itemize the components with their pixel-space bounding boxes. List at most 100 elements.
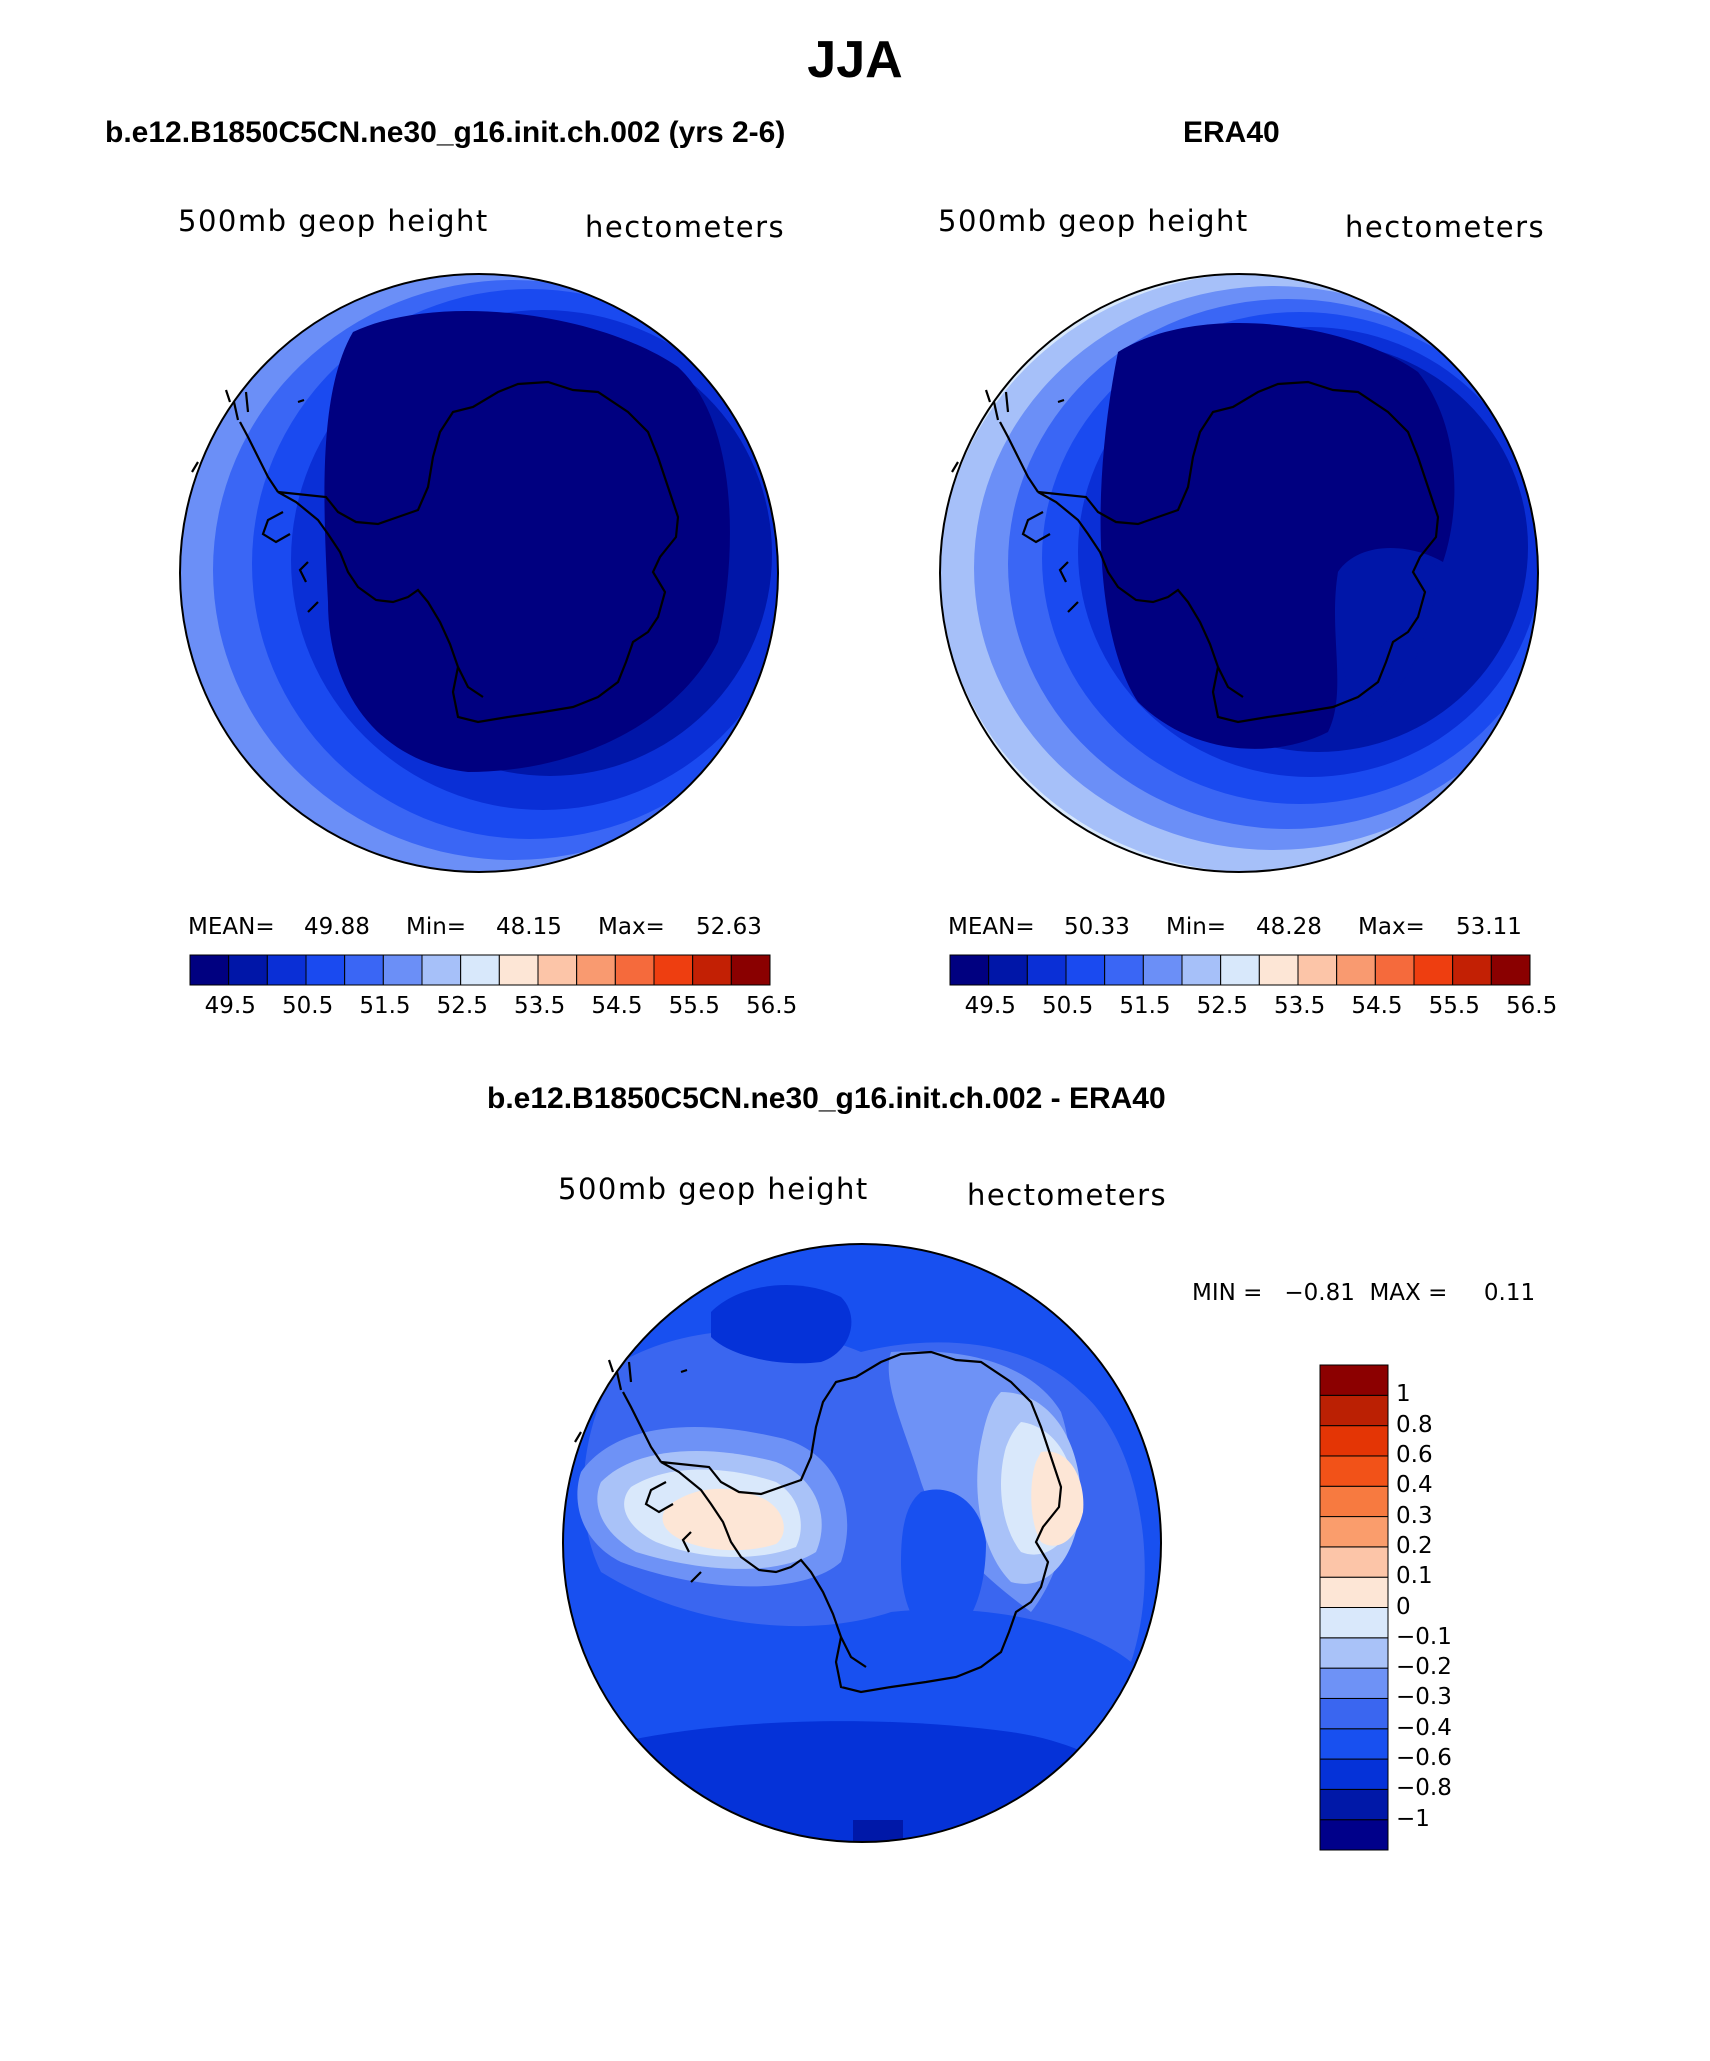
model-colorbar-tick-label: 52.5: [436, 993, 488, 1019]
diff-colorbar-swatch: [1319, 1394, 1389, 1427]
model-colorbar-tick-label: 49.5: [204, 993, 256, 1019]
obs-max-label: Max=: [1358, 914, 1425, 940]
obs-colorbar-ticks: 49.5 50.5 51.5 52.5 53.5 54.5 55.5 56.5: [950, 993, 1558, 1023]
obs-colorbar-swatch: [988, 954, 1028, 986]
obs-min-value: 48.28: [1256, 914, 1322, 940]
model-colorbar-tick-label: 53.5: [514, 993, 566, 1019]
diff-variable-label: 500mb geop height: [558, 1172, 869, 1206]
obs-mean-value: 50.33: [1064, 914, 1130, 940]
obs-colorbar-tick-label: 52.5: [1196, 993, 1248, 1019]
diff-colorbar-swatch: [1319, 1607, 1389, 1639]
diff-colorbar-tick-label: 0.4: [1396, 1472, 1433, 1499]
diff-units-label: hectometers: [967, 1178, 1168, 1212]
model-colorbar-swatch: [421, 954, 462, 986]
model-units-label: hectometers: [585, 210, 786, 244]
model-min-label: Min=: [406, 914, 467, 940]
model-colorbar-swatch: [730, 954, 771, 986]
diff-colorbar-tick-label: −0.2: [1396, 1654, 1452, 1681]
obs-mean-label: MEAN=: [948, 914, 1035, 940]
obs-colorbar-swatch: [1490, 954, 1531, 986]
obs-colorbar-swatch: [1258, 954, 1299, 986]
diff-colorbar-tick-label: −0.1: [1396, 1623, 1452, 1650]
model-colorbar-tick-label: 50.5: [282, 993, 334, 1019]
obs-colorbar-swatch: [1336, 954, 1376, 986]
model-mean-value: 49.88: [304, 914, 370, 940]
model-colorbar-swatch: [305, 954, 346, 986]
obs-min-label: Min=: [1166, 914, 1227, 940]
main-title: JJA: [807, 31, 903, 89]
model-colorbar-swatch: [382, 954, 423, 986]
obs-colorbar-tick-label: 54.5: [1351, 993, 1403, 1019]
model-colorbar-tick-label: 51.5: [359, 993, 411, 1019]
diff-colorbar-tick-label: −1: [1396, 1805, 1430, 1832]
model-stats: MEAN= 49.88 Min= 48.15 Max= 52.63: [188, 914, 778, 942]
obs-colorbar-swatch: [1220, 954, 1260, 986]
model-colorbar-swatch: [614, 954, 655, 986]
diff-colorbar-swatch: [1319, 1485, 1389, 1518]
diff-colorbar-swatch: [1319, 1788, 1389, 1821]
diff-colorbar-swatch: [1319, 1516, 1389, 1548]
obs-max-value: 53.11: [1456, 914, 1522, 940]
diff-colorbar-swatch: [1319, 1728, 1389, 1760]
obs-colorbar-swatch: [1142, 954, 1183, 986]
diff-colorbar-tick-label: −0.6: [1396, 1745, 1452, 1772]
obs-colorbar-swatch: [1452, 954, 1492, 986]
diff-colorbar-ticks: 1 0.8 0.6 0.4 0.3 0.2 0.1 0 −0.1 −0.2 −0.3 −0.4 −0.6…: [1396, 1365, 1516, 1850]
obs-colorbar-tick-label: 51.5: [1119, 993, 1171, 1019]
obs-colorbar-swatch: [1104, 954, 1144, 986]
diff-colorbar-tick-label: 1: [1396, 1381, 1411, 1408]
model-colorbar-swatch: [653, 954, 694, 986]
diff-colorbar-tick-label: 0.1: [1396, 1563, 1433, 1590]
model-colorbar-swatch: [498, 954, 539, 986]
diff-colorbar-swatch: [1319, 1697, 1389, 1730]
model-colorbar-tick-label: 56.5: [746, 993, 798, 1019]
diff-colorbar-tick-label: −0.3: [1396, 1684, 1452, 1711]
diff-colorbar-swatch: [1319, 1425, 1389, 1457]
model-colorbar-tick-label: 55.5: [668, 993, 720, 1019]
model-polar-map: [179, 273, 779, 873]
model-max-label: Max=: [598, 914, 665, 940]
diff-panel-title: b.e12.B1850C5CN.ne30_g16.init.ch.002 - E…: [487, 1082, 1166, 1115]
model-colorbar-tick-label: 54.5: [591, 993, 643, 1019]
obs-colorbar-swatch: [949, 954, 990, 986]
diff-colorbar-swatch: [1319, 1455, 1389, 1487]
model-panel-title: b.e12.B1850C5CN.ne30_g16.init.ch.002 (yr…: [105, 116, 786, 149]
diff-colorbar-tick-label: −0.8: [1396, 1775, 1452, 1802]
diff-colorbar-tick-label: 0.3: [1396, 1502, 1433, 1529]
diff-colorbar-tick-label: 0.8: [1396, 1411, 1433, 1438]
model-colorbar: [189, 954, 771, 986]
model-colorbar-swatch: [189, 954, 230, 986]
diff-colorbar-tick-label: 0.2: [1396, 1532, 1433, 1559]
model-colorbar-swatch: [228, 954, 268, 986]
diff-colorbar-tick-label: 0: [1396, 1593, 1411, 1620]
obs-colorbar-swatch: [1181, 954, 1222, 986]
model-colorbar-swatch: [692, 954, 732, 986]
obs-colorbar-tick-label: 55.5: [1428, 993, 1480, 1019]
obs-colorbar-swatch: [1413, 954, 1454, 986]
obs-colorbar: [949, 954, 1531, 986]
diff-colorbar: [1319, 1364, 1389, 1851]
obs-colorbar-tick-label: 53.5: [1274, 993, 1326, 1019]
model-mean-label: MEAN=: [188, 914, 275, 940]
obs-variable-label: 500mb geop height: [938, 204, 1249, 238]
diff-colorbar-tick-label: −0.4: [1396, 1714, 1452, 1741]
obs-colorbar-swatch: [1374, 954, 1415, 986]
model-colorbar-swatch: [460, 954, 500, 986]
obs-colorbar-tick-label: 50.5: [1042, 993, 1094, 1019]
obs-colorbar-swatch: [1065, 954, 1106, 986]
diff-colorbar-swatch: [1319, 1667, 1389, 1699]
diff-colorbar-swatch: [1319, 1364, 1389, 1396]
model-colorbar-ticks: 49.5 50.5 51.5 52.5 53.5 54.5 55.5 56.5: [190, 993, 798, 1023]
model-colorbar-swatch: [537, 954, 578, 986]
obs-colorbar-swatch: [1297, 954, 1338, 986]
diff-colorbar-swatch: [1319, 1576, 1389, 1608]
model-max-value: 52.63: [696, 914, 762, 940]
diff-colorbar-swatch: [1319, 1758, 1389, 1790]
obs-colorbar-tick-label: 56.5: [1506, 993, 1558, 1019]
diff-colorbar-swatch: [1319, 1819, 1389, 1851]
model-colorbar-swatch: [266, 954, 307, 986]
obs-panel-title: ERA40: [1183, 116, 1280, 149]
obs-colorbar-swatch: [1026, 954, 1067, 986]
obs-polar-map: [939, 273, 1539, 873]
obs-units-label: hectometers: [1345, 210, 1546, 244]
